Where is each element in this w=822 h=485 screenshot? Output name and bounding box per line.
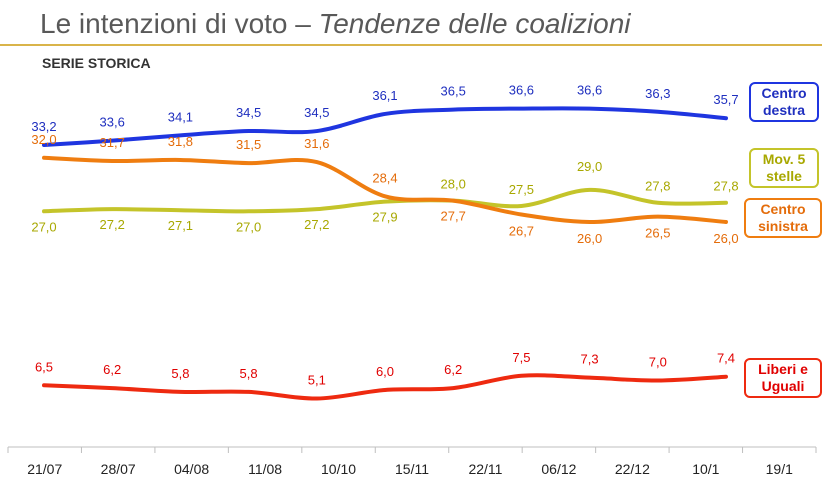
data-label: 28,4 <box>372 170 397 185</box>
data-label: 33,2 <box>31 119 56 134</box>
data-label: 7,5 <box>512 350 530 365</box>
title-sub: Tendenze delle coalizioni <box>318 8 631 39</box>
data-label: 36,6 <box>509 83 534 98</box>
data-label: 27,0 <box>236 219 261 234</box>
data-label: 31,6 <box>304 136 329 151</box>
data-label: 7,3 <box>581 352 599 367</box>
data-label: 31,5 <box>236 137 261 152</box>
data-label: 31,8 <box>168 134 193 149</box>
data-label: 28,0 <box>441 177 466 192</box>
data-label: 34,5 <box>304 105 329 120</box>
data-label: 5,8 <box>171 366 189 381</box>
legend-label: destra <box>762 102 806 118</box>
data-label: 36,5 <box>441 84 466 99</box>
data-label: 27,8 <box>645 179 670 194</box>
data-label: 36,1 <box>372 88 397 103</box>
series-line-centro-destra <box>42 106 728 147</box>
legend-label: Liberi e <box>758 361 808 377</box>
data-label: 7,4 <box>717 351 735 366</box>
data-label: 31,7 <box>100 135 125 150</box>
data-label: 33,6 <box>100 115 125 130</box>
series-line-liberi-e-uguali <box>42 373 728 401</box>
data-label: 26,7 <box>509 224 534 239</box>
page-title: Le intenzioni di voto – Tendenze delle c… <box>40 8 631 40</box>
series-line-centro-sinistra <box>42 155 728 225</box>
x-tick-label: 21/07 <box>27 461 62 477</box>
x-tick-label: 10/1 <box>692 461 719 477</box>
data-label: 6,0 <box>376 364 394 379</box>
data-label: 29,0 <box>577 159 602 174</box>
data-label: 5,8 <box>240 366 258 381</box>
x-tick-label: 28/07 <box>101 461 136 477</box>
legend-label: stelle <box>766 168 802 184</box>
data-label: 34,5 <box>236 105 261 120</box>
title-main: Le intenzioni di voto <box>40 8 288 39</box>
legend-centro-destra: Centro destra <box>749 82 819 122</box>
chart-subtitle: SERIE STORICA <box>42 55 151 71</box>
data-label: 7,0 <box>649 355 667 370</box>
data-label: 27,2 <box>100 217 125 232</box>
x-tick-label: 15/11 <box>395 461 429 477</box>
legend-label: Centro <box>761 85 807 101</box>
data-label: 36,3 <box>645 86 670 101</box>
data-label: 27,8 <box>713 179 738 194</box>
x-tick-label: 11/08 <box>248 461 282 477</box>
data-label: 27,5 <box>509 182 534 197</box>
title-dash: – <box>295 8 311 39</box>
data-label: 27,7 <box>441 209 466 224</box>
x-tick-label: 22/12 <box>615 461 650 477</box>
title-divider <box>0 44 822 46</box>
x-tick-label: 06/12 <box>541 461 576 477</box>
legend-centro-sinistra: Centro sinistra <box>744 198 822 238</box>
data-label: 27,0 <box>31 219 56 234</box>
x-tick-label: 19/1 <box>766 461 793 477</box>
legend-liberi-e-uguali: Liberi e Uguali <box>744 358 822 398</box>
data-label: 6,5 <box>35 359 53 374</box>
data-label: 27,9 <box>372 210 397 225</box>
data-label: 34,1 <box>168 109 193 124</box>
data-label: 35,7 <box>713 92 738 107</box>
data-label: 32,0 <box>31 132 56 147</box>
data-label: 26,5 <box>645 226 670 241</box>
legend-label: Mov. 5 <box>762 151 806 167</box>
legend-label: sinistra <box>758 218 808 234</box>
data-label: 26,0 <box>713 231 738 246</box>
data-label: 36,6 <box>577 83 602 98</box>
series-line-mov-5-stelle <box>42 187 728 214</box>
data-label: 27,1 <box>168 218 193 233</box>
legend-label: Centro <box>760 201 806 217</box>
x-tick-label: 04/08 <box>174 461 209 477</box>
legend-mov-5-stelle: Mov. 5 stelle <box>749 148 819 188</box>
data-label: 26,0 <box>577 231 602 246</box>
x-tick-label: 22/11 <box>468 461 502 477</box>
data-label: 27,2 <box>304 217 329 232</box>
data-label: 6,2 <box>103 362 121 377</box>
data-label: 6,2 <box>444 362 462 377</box>
x-tick-label: 10/10 <box>321 461 356 477</box>
data-label: 5,1 <box>308 373 326 388</box>
legend-label: Uguali <box>761 378 805 394</box>
